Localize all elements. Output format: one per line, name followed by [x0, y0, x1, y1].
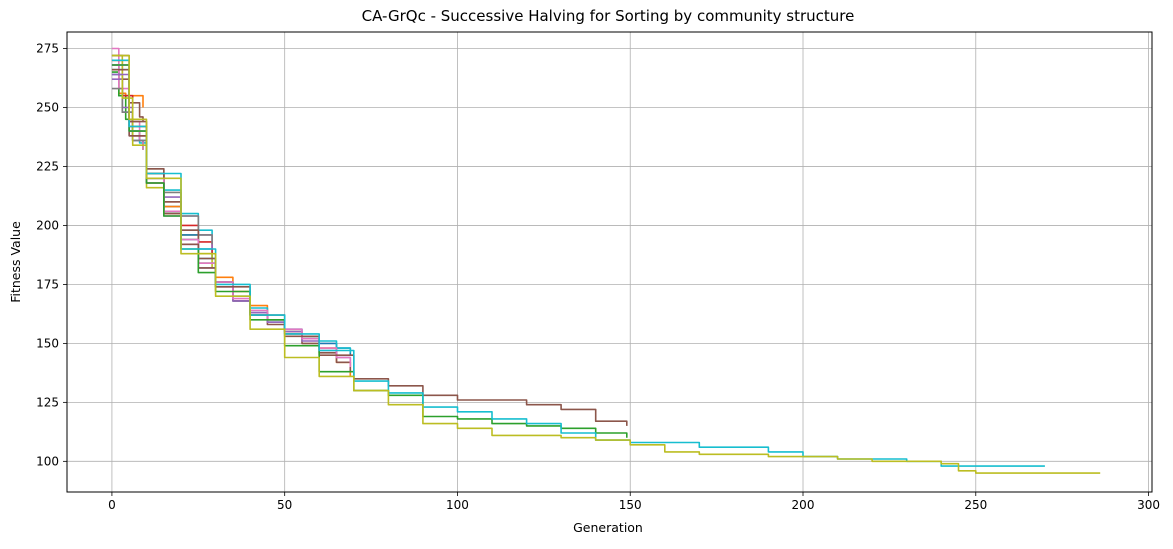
x-tick-label: 100	[446, 498, 469, 512]
x-axis: 0 50 100 150 200 250 300	[108, 492, 1160, 512]
y-tick-label: 100	[36, 454, 59, 468]
x-tick-label: 200	[792, 498, 815, 512]
y-tick-label: 150	[36, 336, 59, 350]
x-tick-label: 300	[1137, 498, 1160, 512]
y-tick-label: 125	[36, 395, 59, 409]
y-axis-label: Fitness Value	[8, 221, 23, 303]
y-tick-label: 175	[36, 277, 59, 291]
x-tick-label: 0	[108, 498, 116, 512]
y-axis: 100 125 150 175 200 225 250 275	[36, 42, 67, 468]
y-tick-label: 275	[36, 42, 59, 56]
y-tick-label: 200	[36, 218, 59, 232]
y-tick-label: 225	[36, 159, 59, 173]
y-tick-label: 250	[36, 100, 59, 114]
chart-title: CA-GrQc - Successive Halving for Sorting…	[362, 7, 855, 25]
series-lines	[111, 47, 1101, 474]
x-tick-label: 50	[277, 498, 292, 512]
series-line-20	[111, 54, 1101, 474]
x-tick-label: 250	[964, 498, 987, 512]
plot-area	[66, 31, 1153, 493]
x-axis-label: Generation	[573, 520, 643, 535]
x-tick-label: 150	[619, 498, 642, 512]
